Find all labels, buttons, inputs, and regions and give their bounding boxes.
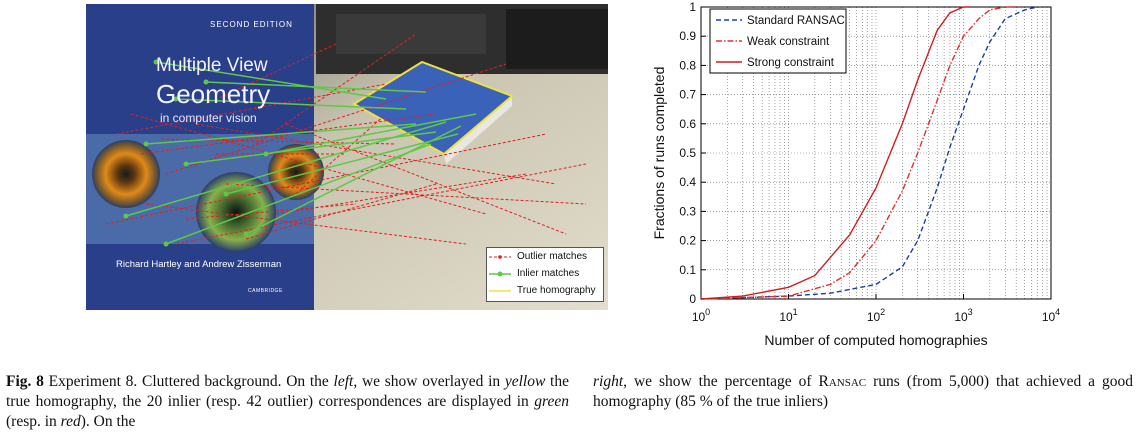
figure-caption-left: Fig. 8 Experiment 8. Cluttered backgroun…: [6, 372, 569, 432]
figure-label: Fig. 8: [6, 373, 44, 390]
x-axis-label: Number of computed homographies: [764, 332, 987, 348]
x-tick-label: 100: [692, 307, 710, 324]
keyboard: [506, 9, 608, 69]
book-authors: Richard Hartley and Andrew Zisserman: [116, 259, 282, 270]
legend-row-outlier: Outlier matches: [487, 249, 603, 265]
y-axis-label: Fractions of runs completed: [651, 67, 667, 240]
legend-row-inlier: Inlier matches: [487, 266, 603, 282]
y-tick-label: 0.9: [679, 29, 696, 43]
eye-image: [268, 144, 324, 200]
caption-text: , we show the percentage of: [623, 373, 819, 390]
x-tick-label: 104: [1042, 307, 1060, 324]
series-line-standard-ransac: [700, 6, 1038, 300]
book-publisher: CAMBRIDGE: [248, 288, 283, 294]
caption-text: runs (from 5,000) that achieved a good h…: [593, 373, 1133, 410]
inlier-points: [123, 59, 269, 247]
caption-emphasis: yellow: [504, 373, 546, 390]
y-tick-label: 1: [689, 0, 696, 14]
legend-label-homography: True homography: [517, 285, 596, 296]
caption-text: the true homography, the 20 inlier (resp…: [6, 373, 569, 410]
inlier-line-icon: [489, 271, 511, 277]
eye-image: [196, 172, 276, 252]
series-line-weak-constraint: [700, 6, 1017, 300]
y-tick-label: 0.5: [679, 146, 696, 160]
caption-text: Experiment 8. Cluttered background. On t…: [43, 373, 334, 390]
homography-line-icon: [489, 290, 511, 292]
x-tick-label: 102: [867, 307, 885, 324]
chart-svg: 100 101 102 103 104 0 0.1 0.2 0.3 0.4 0.5 0.6 0.7 0.…: [651, 0, 1060, 348]
matches-photo: SECOND EDITION Multiple View Geometry in…: [86, 4, 608, 310]
small-book-pages: [444, 96, 512, 164]
caption-emphasis: green: [534, 393, 569, 410]
x-axis-ticks: 100 101 102 103 104: [692, 294, 1060, 324]
y-tick-label: 0.1: [679, 263, 696, 277]
inlier-matches: [125, 61, 477, 245]
caption-emphasis: left: [333, 373, 354, 390]
outlier-line-icon: [489, 255, 511, 259]
y-tick-label: 0: [689, 292, 696, 306]
legend-row-homography: True homography: [487, 283, 603, 299]
series-line-strong-constraint: [700, 6, 971, 300]
eye-image: [92, 140, 160, 208]
book-title-line1: Multiple View: [156, 55, 268, 76]
y-tick-label: 0.6: [679, 117, 696, 131]
y-tick-label: 0.2: [679, 234, 696, 248]
y-axis-ticks: 0 0.1 0.2 0.3 0.4 0.5 0.6 0.7 0.8 0.9 1: [679, 0, 706, 306]
book-title-line2: Geometry: [156, 79, 271, 109]
y-tick-label: 0.3: [679, 204, 696, 218]
outlier-matches: [105, 33, 587, 245]
legend-label: Standard RANSAC: [747, 15, 845, 27]
legend-label: Strong constraint: [747, 57, 835, 69]
legend-label: Weak constraint: [747, 36, 830, 48]
caption-emphasis: red: [60, 413, 81, 430]
legend-label-outlier: Outlier matches: [517, 251, 588, 262]
true-homography-outline: [352, 60, 514, 156]
small-book: [354, 62, 512, 154]
completion-chart: 100 101 102 103 104 0 0.1 0.2 0.3 0.4 0.5 0.6 0.7 0.…: [640, 0, 1120, 350]
book-subtitle: in computer vision: [160, 111, 257, 125]
caption-text: (resp. in: [6, 413, 61, 430]
y-tick-label: 0.8: [679, 58, 696, 72]
caption-emphasis: right: [593, 373, 624, 390]
book-edition: SECOND EDITION: [210, 20, 293, 29]
caption-text: , we show overlayed in: [353, 373, 505, 390]
keyboard: [336, 14, 486, 54]
x-tick-label: 101: [779, 307, 797, 324]
figure-caption-right: right, we show the percentage of Ransac …: [593, 372, 1133, 412]
photo-legend: Outlier matches Inlier matches True homo…: [486, 247, 604, 302]
chart-series: [700, 6, 1038, 300]
x-tick-label: 103: [954, 307, 972, 324]
chart-legend: Standard RANSAC Weak constraint Strong con…: [709, 8, 847, 74]
caption-method-name: Ransac: [818, 373, 867, 390]
y-tick-label: 0.4: [679, 175, 696, 189]
y-tick-label: 0.7: [679, 88, 696, 102]
caption-text: ). On the: [80, 413, 136, 430]
photo-scene: [86, 4, 608, 310]
legend-label-inlier: Inlier matches: [517, 268, 580, 279]
